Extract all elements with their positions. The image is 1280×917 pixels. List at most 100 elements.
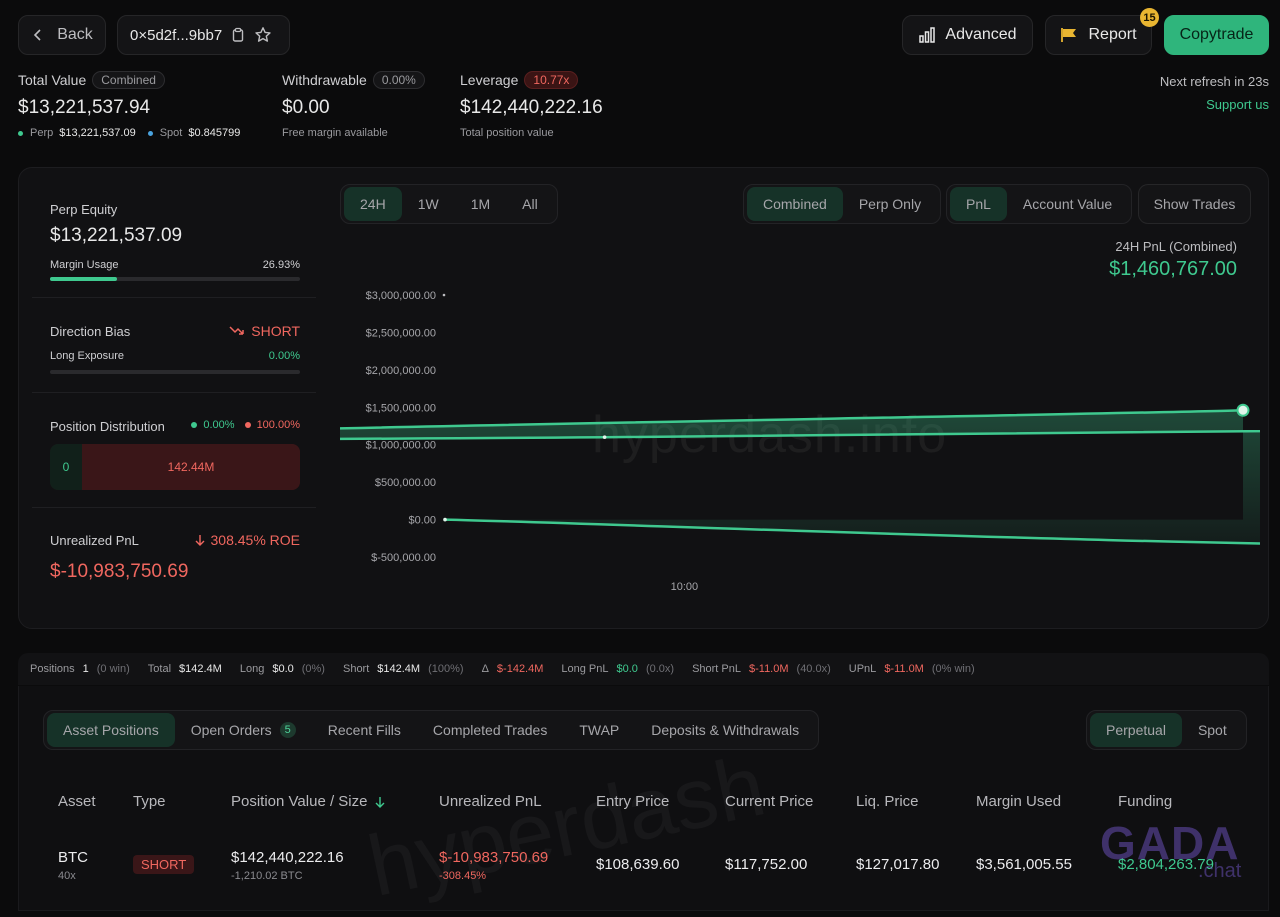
long-pnl-x: (0.0x) <box>645 663 675 675</box>
distribution-bar: 0 142.44M <box>50 444 300 490</box>
y-tick-label: $2,000,000.00 <box>366 365 436 377</box>
upnl-percent: -308.45% <box>439 870 487 882</box>
copytrade-button[interactable]: Copytrade <box>1164 15 1269 55</box>
chevron-left-icon <box>34 29 41 41</box>
tab-recent-fills[interactable]: Recent Fills <box>312 713 417 747</box>
pnl-area <box>340 410 1260 544</box>
report-count-badge: 15 <box>1140 8 1159 27</box>
mode-perp-only[interactable]: Perp Only <box>843 187 937 221</box>
asset-leverage: 40x <box>58 870 76 882</box>
metric-account-value[interactable]: Account Value <box>1007 187 1128 221</box>
direction-bias-value: SHORT <box>229 323 300 339</box>
short-pnl-value: $-11.0M <box>748 663 789 675</box>
support-link[interactable]: Support us <box>1206 97 1269 112</box>
positions-label: Positions <box>30 663 75 675</box>
col-liq-price: Liq. Price <box>856 793 919 810</box>
distribution-short-segment: 142.44M <box>82 444 300 490</box>
positions-value: 1 <box>82 663 89 675</box>
mode-combined[interactable]: Combined <box>747 187 843 221</box>
metric-selector: PnL Account Value <box>946 184 1133 224</box>
range-24h[interactable]: 24H <box>344 187 402 221</box>
range-all[interactable]: All <box>506 187 554 221</box>
gada-sub: .chat <box>1198 860 1242 882</box>
market-perpetual[interactable]: Perpetual <box>1090 713 1182 747</box>
pnl-point <box>443 517 447 522</box>
spot-label: Spot <box>159 127 183 139</box>
tab-open-orders[interactable]: Open Orders 5 <box>175 713 312 747</box>
long-pnl-label: Long PnL <box>561 663 609 675</box>
pnl-current-point <box>1236 403 1250 417</box>
funding: $2,804,263.79 <box>1118 856 1214 873</box>
copy-icon[interactable] <box>231 27 245 43</box>
copytrade-label: Copytrade <box>1179 26 1254 43</box>
pnl-point <box>602 435 607 440</box>
long-dot <box>191 422 198 428</box>
tab-twap[interactable]: TWAP <box>563 713 635 747</box>
dist-short-pct: 100.00% <box>256 419 300 431</box>
tab-count-badge: 5 <box>279 722 296 738</box>
y-tick-label: $1,000,000.00 <box>366 440 436 452</box>
metric-label: PnL <box>966 196 991 212</box>
long-exposure-bar <box>50 370 300 374</box>
advanced-label: Advanced <box>945 26 1017 43</box>
col-position-value[interactable]: Position Value / Size <box>231 793 385 810</box>
range-label: 1W <box>417 196 439 212</box>
combined-pill: Combined <box>92 71 165 89</box>
position-size: -1,210.02 BTC <box>231 870 303 882</box>
total-value-label: Total Value <box>18 72 87 88</box>
range-1w[interactable]: 1W <box>402 187 455 221</box>
tab-label: Deposits & Withdrawals <box>651 722 800 738</box>
address-chip[interactable]: 0×5d2f...9bb7 <box>117 15 290 55</box>
tab-asset-positions[interactable]: Asset Positions <box>47 713 175 747</box>
arrow-down-icon <box>195 535 204 546</box>
star-icon[interactable] <box>254 26 272 44</box>
upnl-cell: $-10,983,750.69 -308.45% <box>439 849 548 882</box>
range-label: 24H <box>360 196 386 212</box>
type-badge: SHORT <box>133 855 195 874</box>
range-label: All <box>522 196 538 212</box>
leverage-value: $142,440,222.16 <box>460 97 603 118</box>
perp-equity-value: $13,221,537.09 <box>50 225 183 246</box>
roe-value: 308.45% ROE <box>195 532 300 548</box>
long-exposure-label: Long Exposure <box>50 350 124 362</box>
market-type-selector: Perpetual Spot <box>1086 710 1247 750</box>
show-trades-button[interactable]: Show Trades <box>1138 184 1251 224</box>
entry-price: $108,639.60 <box>596 856 680 873</box>
tab-label: Completed Trades <box>432 722 548 738</box>
market-spot[interactable]: Spot <box>1182 713 1243 747</box>
range-selector: 24H 1W 1M All <box>340 184 558 224</box>
y-tick-label: $1,500,000.00 <box>366 402 436 414</box>
delta-value: $-142.4M <box>496 663 544 675</box>
show-trades-label: Show Trades <box>1153 196 1236 212</box>
margin-usage-label: Margin Usage <box>50 259 119 271</box>
long-value: $0.0 <box>272 663 294 675</box>
perp-label: Perp <box>30 127 54 139</box>
leverage-pill: 10.77x <box>524 71 579 89</box>
pnl-line <box>340 408 1260 545</box>
withdrawable-sub: Free margin available <box>282 127 388 139</box>
total-value: $142.4M <box>179 663 222 675</box>
perp-dot <box>18 130 23 136</box>
short-pnl-label: Short PnL <box>692 663 741 675</box>
mode-label: Perp Only <box>858 196 922 212</box>
y-tick-label: $2,500,000.00 <box>366 327 436 339</box>
trending-down-icon <box>229 326 244 335</box>
range-1m[interactable]: 1M <box>455 187 506 221</box>
left-divider-1 <box>32 297 316 298</box>
advanced-button[interactable]: Advanced <box>902 15 1033 55</box>
y-tick-label: $3,000,000.00 <box>366 290 436 302</box>
metric-pnl[interactable]: PnL <box>950 187 1007 221</box>
back-button[interactable]: Back <box>18 15 106 55</box>
pnl-chart: $3,000,000.00 $2,500,000.00 $2,000,000.00 $… <box>340 290 1260 593</box>
leverage-label: Leverage <box>460 72 519 88</box>
tab-deposits-withdrawals[interactable]: Deposits & Withdrawals <box>635 713 815 747</box>
report-button[interactable]: Report <box>1045 15 1152 55</box>
tab-completed-trades[interactable]: Completed Trades <box>417 713 563 747</box>
left-divider-2 <box>32 392 316 393</box>
y-tick-label: $500,000.00 <box>375 477 436 489</box>
dist-short-value: 142.44M <box>167 460 215 474</box>
report-badge-count: 15 <box>1143 11 1156 24</box>
y-axis-marker <box>442 293 446 297</box>
short-label: Short <box>342 663 370 675</box>
dist-long-pct: 0.00% <box>203 419 235 431</box>
